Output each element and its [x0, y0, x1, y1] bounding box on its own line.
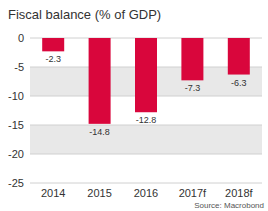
data-label: -14.8: [89, 127, 110, 137]
data-label: -7.3: [185, 83, 201, 93]
bar: [42, 38, 64, 51]
x-tick-label: 2017f: [179, 187, 207, 199]
y-tick-label: 0: [18, 32, 24, 44]
y-tick-label: -10: [8, 90, 24, 102]
data-label: -6.3: [231, 78, 247, 88]
data-label: -12.8: [136, 115, 157, 125]
y-tick-label: -15: [8, 119, 24, 131]
grid-line: [30, 183, 262, 184]
x-tick-label: 2014: [41, 187, 65, 199]
x-tick-label: 2015: [87, 187, 111, 199]
y-tick-label: -5: [14, 61, 24, 73]
bar: [181, 38, 203, 80]
bar: [135, 38, 157, 112]
chart: Fiscal balance (% of GDP) 0 -5 -10 -15 -20 -25…: [0, 0, 268, 211]
grid-band: [30, 125, 262, 154]
x-tick-label: 2018f: [225, 187, 253, 199]
title: Fiscal balance (% of GDP): [8, 7, 161, 22]
data-label: -2.3: [45, 54, 61, 64]
x-tick-label: 2016: [134, 187, 158, 199]
bars: [42, 38, 250, 124]
bar: [228, 38, 250, 75]
grid-line: [30, 154, 262, 155]
source: Source: Macrobond: [194, 201, 264, 210]
y-tick-label: -20: [8, 148, 24, 160]
y-tick-label: -25: [8, 177, 24, 189]
bar: [89, 38, 111, 124]
